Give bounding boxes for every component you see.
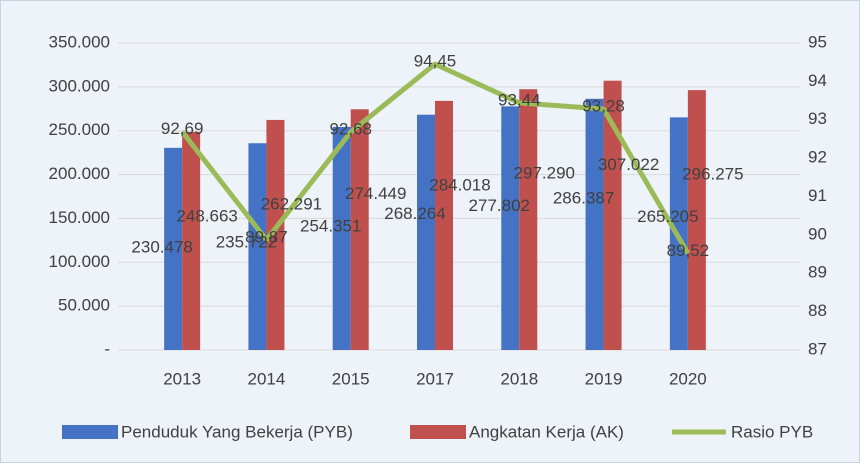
line <box>180 61 691 255</box>
bar <box>332 126 351 351</box>
x-tick-label: 2018 <box>500 369 538 388</box>
y2-tick-label: 90 <box>808 224 827 243</box>
x-tick-label: 2013 <box>163 369 201 388</box>
legend-label: Penduduk Yang Bekerja (PYB) <box>121 422 353 441</box>
data-label: 93,28 <box>582 96 625 115</box>
x-tick-label: 2014 <box>248 369 286 388</box>
x-tick-label: 2017 <box>416 369 454 388</box>
bar <box>248 143 267 350</box>
y2-tick-label: 88 <box>808 301 827 320</box>
data-label: 297.290 <box>514 164 575 183</box>
bar <box>266 119 285 350</box>
y-tick-label: 250.000 <box>49 120 110 139</box>
x-tick-label: 2015 <box>332 369 370 388</box>
data-label: 296.275 <box>682 165 743 184</box>
bar <box>435 100 453 350</box>
data-label: 265.205 <box>637 207 698 226</box>
bar <box>501 106 520 350</box>
bar <box>350 109 369 351</box>
legend-swatch <box>62 425 118 439</box>
bar <box>687 90 706 350</box>
data-label: 89,52 <box>667 241 710 260</box>
data-label: 307.022 <box>598 155 659 174</box>
data-label: 262.291 <box>261 194 322 213</box>
y2-tick-label: 95 <box>808 32 827 51</box>
x-tick-label: 2019 <box>585 369 623 388</box>
data-label: 274.449 <box>345 184 406 203</box>
data-label: 230.478 <box>131 237 192 256</box>
data-label: 268.264 <box>384 204 445 223</box>
y2-tick-label: 92 <box>808 148 827 167</box>
y-tick-label: 300.000 <box>49 76 110 95</box>
legend-label: Angkatan Kerja (AK) <box>469 422 624 441</box>
y2-tick-label: 89 <box>808 263 827 282</box>
data-label: 284.018 <box>429 175 490 194</box>
y-tick-label: 100.000 <box>49 252 110 271</box>
legend-swatch <box>410 425 466 439</box>
bar <box>585 98 604 350</box>
y-tick-label: 50.000 <box>58 296 110 315</box>
y2-tick-label: 91 <box>808 186 827 205</box>
y-tick-label: - <box>104 339 110 358</box>
y2-tick-label: 93 <box>808 109 827 128</box>
y-tick-label: 150.000 <box>49 208 110 227</box>
legend-label: Rasio PYB <box>731 422 813 441</box>
data-label: 92,68 <box>329 120 372 139</box>
bar <box>164 147 183 350</box>
x-tick-label: 2020 <box>669 369 707 388</box>
y2-tick-label: 94 <box>808 71 827 90</box>
y2-tick-label: 87 <box>808 339 827 358</box>
data-label: 89,87 <box>245 227 288 246</box>
data-label: 93,44 <box>498 90 541 109</box>
data-label: 248.663 <box>176 206 237 225</box>
bar <box>519 89 538 351</box>
bar <box>182 131 201 350</box>
bar <box>603 80 622 350</box>
data-label: 277.802 <box>469 196 530 215</box>
data-label: 92,69 <box>161 119 204 138</box>
y-tick-label: 200.000 <box>49 164 110 183</box>
data-label: 286.387 <box>553 188 614 207</box>
data-label: 94,45 <box>414 52 457 71</box>
data-label: 235.722 <box>216 233 277 252</box>
data-label: 254.351 <box>300 216 361 235</box>
y-tick-label: 350.000 <box>49 32 110 51</box>
bar <box>417 114 435 350</box>
